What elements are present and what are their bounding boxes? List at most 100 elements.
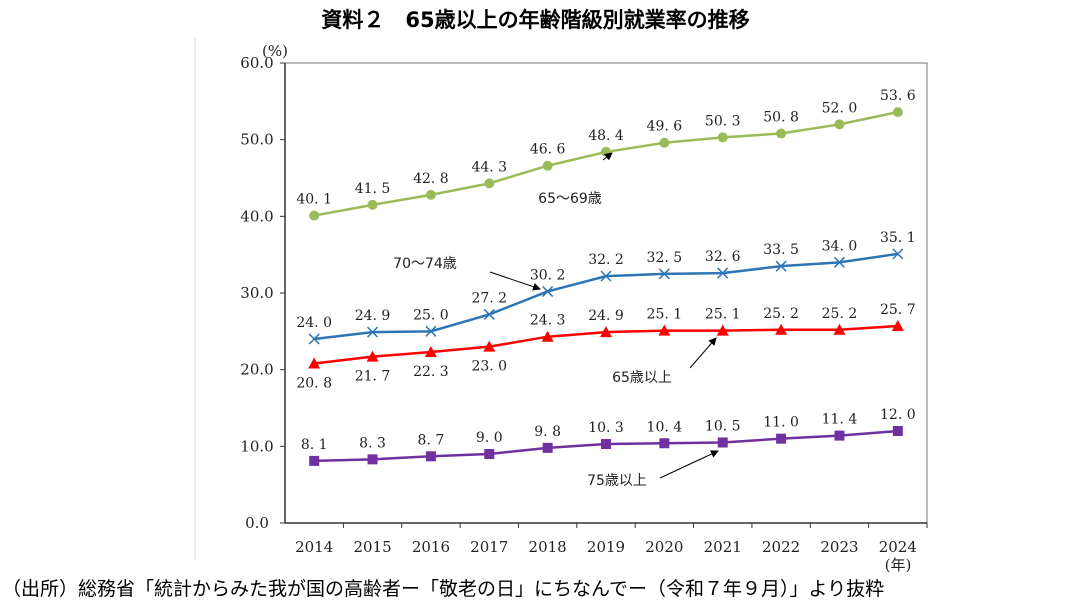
data-label: 25. 1 [647,307,683,323]
data-point [775,323,788,335]
x-tick-label: 2023 [820,538,858,556]
data-point [892,248,904,260]
data-point [367,454,378,465]
data-label: 21. 7 [355,369,391,385]
data-label: 41. 5 [355,181,391,197]
data-label: 35. 1 [880,230,916,246]
data-label: 52. 0 [822,100,858,116]
data-point [542,285,554,297]
data-point [600,270,612,282]
data-label: 25. 2 [763,306,799,322]
data-label: 8. 7 [418,432,445,448]
data-point [366,350,379,362]
data-point [892,107,903,118]
data-point [425,451,436,462]
data-label: 24. 3 [530,313,566,329]
data-label: 46. 6 [530,142,566,158]
data-label: 49. 6 [647,119,683,135]
data-point [367,326,379,338]
data-point [542,160,553,171]
data-point [425,189,436,200]
data-point [659,438,670,449]
data-label: 25. 0 [413,307,449,323]
data-label: 50. 8 [763,110,799,126]
data-label: 9. 8 [534,424,561,440]
data-label: 53. 6 [880,88,916,104]
data-point [308,357,321,369]
data-label: 42. 8 [413,171,449,187]
x-tick-label: 2024 [879,538,917,556]
data-label: 10. 3 [588,420,624,436]
data-point [834,430,845,441]
data-label: 24. 9 [588,308,624,324]
y-tick-label: 20.0 [240,361,273,379]
data-label: 25. 1 [705,307,741,323]
series-annotation-label: 70〜74歳 [393,256,457,272]
data-point [775,260,787,272]
annotation-arrow [602,152,613,161]
data-point [658,324,671,336]
data-point [424,346,437,358]
data-point [776,433,787,444]
data-label: 10. 4 [647,419,683,435]
data-point [484,449,495,459]
data-label: 48. 4 [588,128,624,144]
data-point [601,439,611,450]
data-label: 11. 0 [763,415,799,431]
x-tick-label: 2017 [470,538,508,556]
data-label: 9. 0 [476,430,503,446]
data-label: 24. 0 [296,315,332,331]
data-label: 33. 5 [763,242,799,258]
data-label: 27. 2 [471,290,507,306]
data-point [542,442,553,453]
data-label: 44. 3 [471,159,507,175]
chart-title: 資料２ 65歳以上の年齢階級別就業率の推移 [321,8,750,32]
data-label: 34. 0 [822,238,858,254]
data-label: 30. 2 [530,267,566,283]
data-point [717,437,728,448]
y-tick-label: 10.0 [240,437,273,455]
annotation-arrow [659,450,719,479]
data-label: 24. 9 [355,308,391,324]
x-tick-label: 2015 [353,538,391,556]
series-annotation-label: 65歳以上 [612,370,672,386]
x-tick-label: 2020 [645,538,683,556]
data-label: 12. 0 [880,407,916,423]
data-point [308,333,320,345]
x-tick-label: 2021 [704,538,742,556]
data-point [483,308,495,320]
y-tick-label: 30.0 [240,284,273,302]
data-point [659,137,670,148]
data-label: 25. 7 [880,302,916,318]
data-point [717,132,728,143]
data-label: 32. 6 [705,249,741,265]
y-tick-label: 50.0 [240,131,273,149]
data-point [658,268,670,280]
data-point [776,128,787,139]
x-tick-label: 2014 [295,538,333,556]
data-point [367,199,378,210]
x-tick-label: 2018 [529,538,567,556]
data-point [484,178,495,189]
x-unit-label: (年) [885,556,912,574]
data-label: 8. 1 [301,437,328,453]
data-label: 23. 0 [471,359,507,375]
y-tick-label: 60.0 [240,54,273,72]
x-tick-label: 2022 [762,538,800,556]
data-point [833,256,845,268]
data-point [541,330,554,342]
data-point [425,325,437,337]
data-point [892,426,903,436]
data-label: 50. 3 [705,113,741,129]
data-label: 8. 3 [359,435,386,451]
x-tick-label: 2019 [587,538,625,556]
data-point [834,119,845,130]
data-point [600,326,612,338]
data-point [309,455,320,466]
x-tick-label: 2016 [412,538,450,556]
series-annotation-label: 65〜69歳 [538,191,602,207]
y-unit-label: (%) [262,42,288,60]
data-point [716,324,729,336]
data-label: 11. 4 [822,412,858,428]
